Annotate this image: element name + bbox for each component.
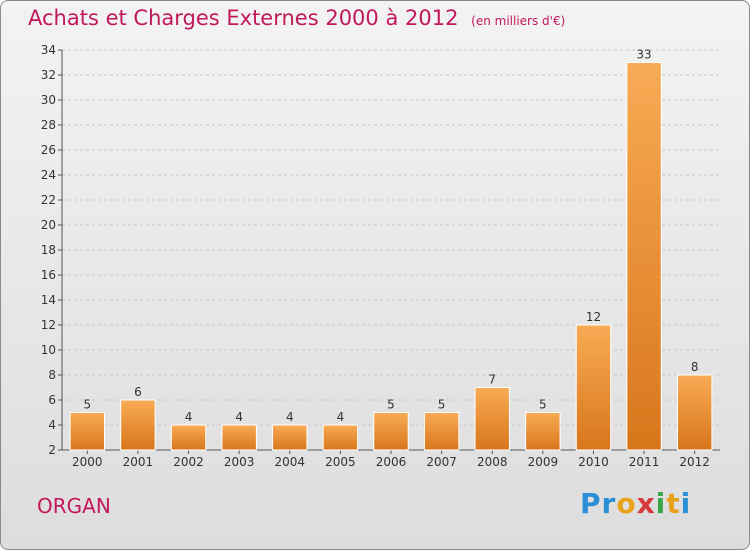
data-label-2009: 5 (539, 398, 547, 412)
chart-title: Achats et Charges Externes 2000 à 2012 (… (28, 6, 565, 30)
x-tick-label-2003: 2003 (224, 455, 255, 469)
commune-name: ORGAN (37, 494, 111, 518)
bar-2004 (272, 424, 308, 451)
data-label-2002: 4 (185, 410, 193, 424)
y-tick-label: 12 (41, 318, 56, 332)
y-tick-label: 26 (41, 143, 56, 157)
data-label-2000: 5 (83, 398, 91, 412)
grid-lines (62, 49, 720, 451)
y-tick-label: 18 (41, 243, 56, 257)
bar-2005 (322, 424, 359, 451)
x-tick-label-2008: 2008 (477, 455, 508, 469)
data-label-2004: 4 (286, 410, 294, 424)
y-tick-label: 28 (41, 118, 56, 132)
data-label-2003: 4 (235, 410, 243, 424)
axes (58, 49, 720, 454)
x-tick-label-2009: 2009 (528, 455, 559, 469)
x-tick-labels: 2000 2001 2002 2003 2004 2005 2006 2007 2008 2009… (72, 455, 710, 469)
data-label-2012: 8 (691, 360, 699, 374)
bar-2011 (626, 62, 662, 451)
data-label-2001: 6 (134, 385, 142, 399)
data-label-2008: 7 (488, 373, 496, 387)
data-label-2011: 33 (636, 48, 651, 62)
x-tick-label-2010: 2010 (578, 455, 609, 469)
y-tick-label: 20 (41, 218, 56, 232)
y-tick-label: 30 (41, 93, 56, 107)
y-tick-label: 4 (48, 418, 56, 432)
bars (69, 62, 713, 451)
data-label-2010: 12 (586, 310, 601, 324)
bar-2002 (170, 424, 207, 451)
bar-2012 (676, 374, 713, 451)
bar-2007 (423, 412, 460, 451)
x-tick-label-2012: 2012 (679, 455, 710, 469)
bar-2001 (120, 399, 156, 451)
bar-2000 (69, 412, 106, 451)
data-label-2005: 4 (337, 410, 345, 424)
bar-2009 (525, 412, 561, 451)
chart-subtitle: (en milliers d'€) (471, 14, 566, 28)
y-tick-label: 22 (41, 193, 56, 207)
data-labels: 5 6 4 4 4 4 5 5 7 5 12 33 8 (83, 48, 698, 425)
y-tick-label: 2 (48, 443, 56, 457)
bar-2008 (474, 387, 510, 451)
y-tick-label: 8 (48, 368, 56, 382)
y-tick-label: 10 (41, 343, 56, 357)
y-tick-label: 6 (48, 393, 56, 407)
x-tick-label-2004: 2004 (274, 455, 305, 469)
bar-2003 (221, 424, 257, 451)
data-label-2007: 5 (438, 398, 446, 412)
bar-2010 (575, 324, 612, 451)
x-tick-label-2000: 2000 (72, 455, 103, 469)
y-tick-label: 32 (41, 68, 56, 82)
x-tick-label-2006: 2006 (376, 455, 407, 469)
x-tick-label-2002: 2002 (173, 455, 204, 469)
y-tick-label: 24 (41, 168, 56, 182)
x-tick-label-2011: 2011 (629, 455, 660, 469)
x-tick-label-2005: 2005 (325, 455, 356, 469)
x-tick-label-2007: 2007 (426, 455, 457, 469)
bar-2006 (373, 412, 409, 451)
proxiti-logo: Proxiti (580, 487, 692, 520)
data-label-2006: 5 (387, 398, 395, 412)
chart-title-text: Achats et Charges Externes 2000 à 2012 (28, 6, 459, 30)
y-tick-label: 34 (41, 43, 56, 57)
y-tick-label: 16 (41, 268, 56, 282)
y-tick-label: 14 (41, 293, 56, 307)
x-tick-label-2001: 2001 (123, 455, 154, 469)
